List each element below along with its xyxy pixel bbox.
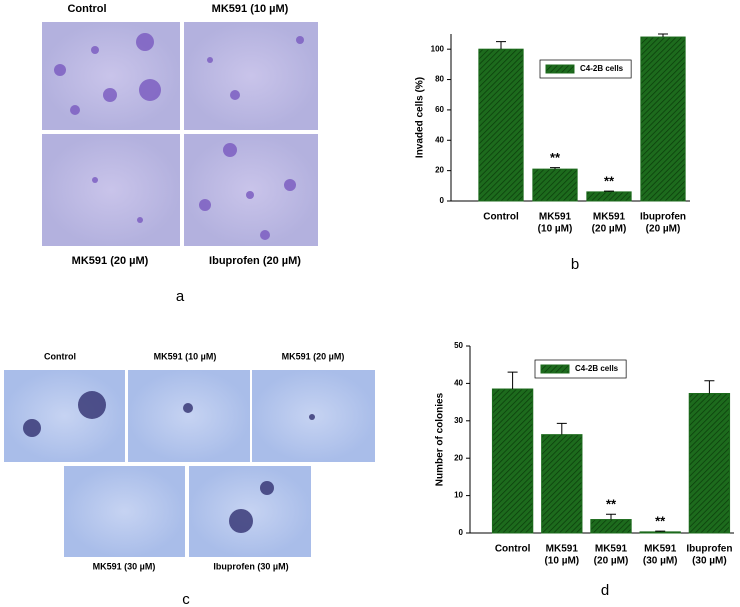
y-tick-label: 60: [435, 105, 444, 114]
micrograph: [184, 134, 318, 246]
panel-letter: a: [176, 288, 185, 305]
error-bar: [550, 167, 560, 170]
micrographs-c: [4, 370, 375, 557]
micrograph: [189, 466, 311, 557]
x-tick-label: (10 µM): [538, 224, 573, 235]
x-tick-label: Control: [495, 544, 531, 555]
legend-swatch: [545, 64, 575, 74]
error-bar: [704, 380, 715, 394]
y-tick-label: 0: [440, 196, 445, 205]
significance-label: **: [655, 514, 666, 529]
image-label: MK591 (20 µM): [72, 255, 149, 267]
bar: [491, 388, 534, 534]
x-tick-label: MK591: [539, 212, 572, 223]
y-tick-label: 80: [435, 75, 444, 84]
bar: [590, 519, 632, 534]
micrographs-a: [42, 22, 318, 246]
y-tick-label: 10: [454, 491, 463, 500]
x-tick-label: (30 µM): [643, 556, 678, 567]
panel-letter: b: [571, 256, 579, 273]
image-label: MK591 (30 µM): [93, 561, 156, 571]
x-tick-label: Ibuprofen: [686, 544, 732, 555]
bar: [640, 36, 686, 202]
micrograph: [42, 22, 180, 130]
y-tick-label: 40: [454, 379, 463, 388]
legend-label: C4-2B cells: [575, 364, 619, 373]
x-tick-label: MK591: [644, 544, 677, 555]
x-tick-label: Control: [483, 212, 519, 223]
y-axis-label: Invaded cells (%): [415, 77, 426, 158]
image-label: Ibuprofen (20 µM): [209, 255, 301, 267]
bar: [688, 392, 731, 534]
y-tick-label: 0: [459, 528, 464, 537]
y-tick-label: 20: [435, 166, 444, 175]
x-tick-label: (30 µM): [692, 556, 727, 567]
x-tick-label: (20 µM): [592, 224, 627, 235]
x-tick-label: (20 µM): [646, 224, 681, 235]
y-tick-label: 20: [454, 453, 463, 462]
error-bar: [655, 530, 666, 532]
error-bar: [556, 422, 567, 435]
legend-label: C4-2B cells: [580, 64, 624, 73]
y-tick-label: 50: [454, 341, 463, 350]
x-tick-label: (20 µM): [594, 556, 629, 567]
significance-label: **: [550, 150, 561, 165]
x-tick-label: MK591: [546, 544, 579, 555]
x-tick-label: MK591: [593, 212, 626, 223]
legend-box: [539, 59, 632, 79]
x-tick-label: (10 µM): [544, 556, 579, 567]
error-bar: [606, 513, 616, 520]
error-bar: [604, 190, 614, 192]
bar: [586, 191, 632, 202]
micrograph: [4, 370, 125, 462]
micrograph: [64, 466, 185, 557]
image-label: MK591 (10 µM): [154, 351, 217, 361]
bar: [478, 48, 524, 202]
y-tick-label: 30: [454, 416, 463, 425]
bar: [541, 434, 583, 534]
micrograph: [42, 134, 180, 246]
image-label: Ibuprofen (30 µM): [213, 561, 288, 571]
error-bar: [496, 41, 506, 50]
error-bar: [658, 33, 668, 38]
micrograph: [128, 370, 250, 462]
x-tick-label: MK591: [595, 544, 628, 555]
legend-box: [534, 359, 627, 379]
panel-letter: c: [182, 591, 190, 607]
panel-letter: d: [601, 582, 609, 599]
significance-label: **: [604, 174, 615, 189]
micrograph: [184, 22, 318, 130]
image-label: Control: [67, 3, 106, 15]
image-label: MK591 (20 µM): [282, 351, 345, 361]
significance-label: **: [606, 497, 617, 512]
legend-swatch: [540, 364, 570, 374]
y-tick-label: 100: [431, 44, 445, 53]
bar: [639, 531, 681, 534]
x-tick-label: Ibuprofen: [640, 212, 686, 223]
error-bar: [507, 371, 518, 390]
image-label: Control: [44, 351, 76, 361]
y-axis-label: Number of colonies: [435, 392, 446, 486]
image-label: MK591 (10 µM): [212, 3, 289, 15]
bar: [532, 168, 578, 202]
y-tick-label: 40: [435, 135, 444, 144]
